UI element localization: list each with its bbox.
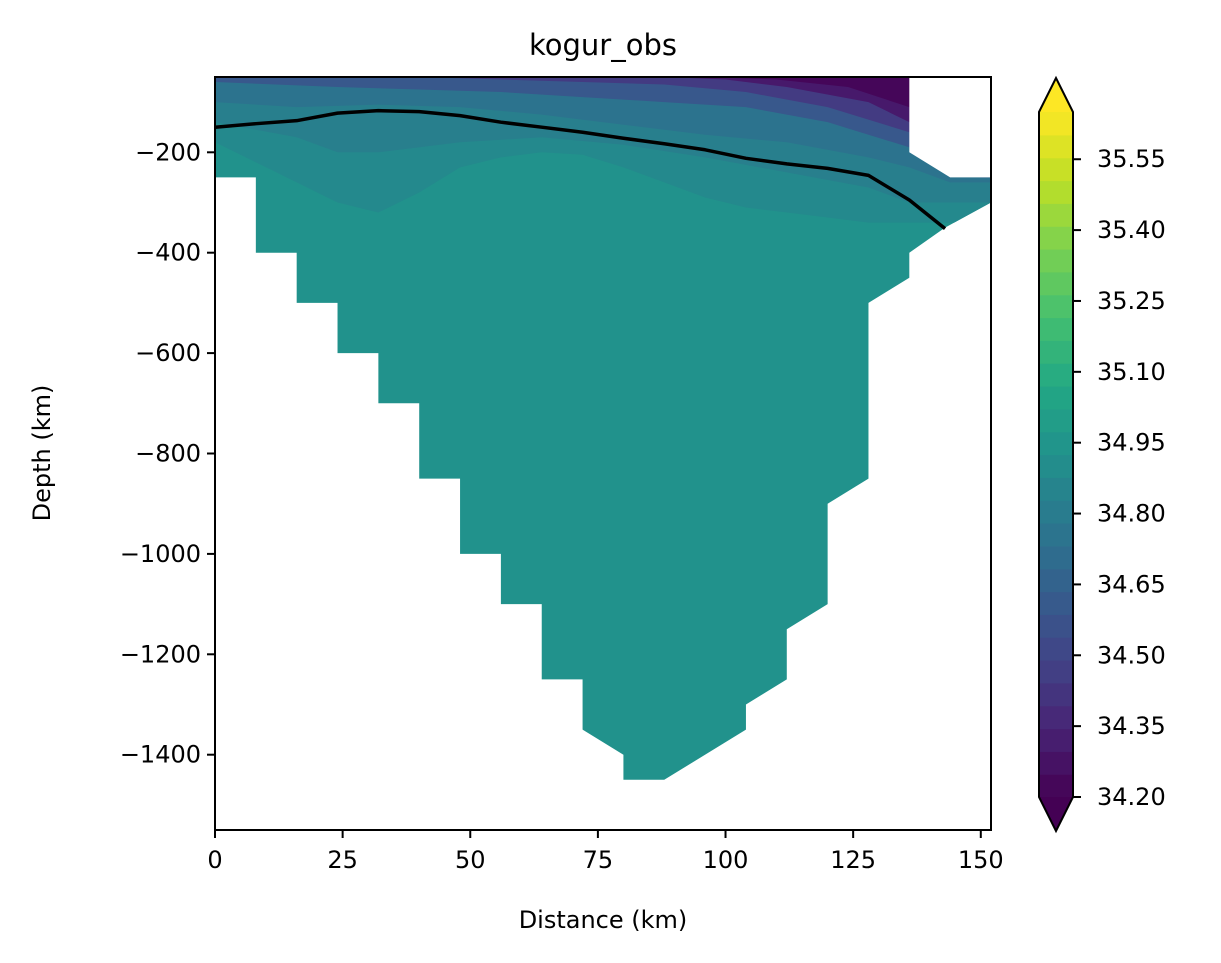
- x-tick-label: 75: [583, 846, 614, 874]
- colorbar-segment: [1039, 340, 1073, 364]
- x-tick-label: 150: [958, 846, 1004, 874]
- x-tick-label: 100: [703, 846, 749, 874]
- colorbar-segment: [1039, 317, 1073, 341]
- colorbar-tick-label: 34.80: [1097, 500, 1166, 528]
- x-tick-label: 125: [830, 846, 876, 874]
- colorbar-segment: [1039, 614, 1073, 638]
- colorbar-segment: [1039, 386, 1073, 410]
- x-tick-label: 0: [207, 846, 222, 874]
- colorbar-segment: [1039, 203, 1073, 227]
- x-axis-ticks: 0 25 50 75 100 125 150: [207, 830, 1004, 874]
- colorbar-segment: [1039, 591, 1073, 615]
- colorbar-segment: [1039, 774, 1073, 798]
- plot-area: [215, 77, 991, 780]
- y-axis-label: Depth (km): [28, 385, 56, 522]
- x-axis-label: Distance (km): [519, 906, 688, 934]
- y-axis-ticks: −200 −400 −600 −800 −1000 −1200 −1400: [120, 138, 215, 769]
- colorbar-tick-label: 34.95: [1097, 429, 1166, 457]
- colorbar-segment: [1039, 728, 1073, 752]
- y-tick-label: −400: [135, 239, 201, 267]
- colorbar-extend-min: [1039, 797, 1073, 831]
- colorbar-segment: [1039, 226, 1073, 250]
- y-tick-label: −1400: [120, 741, 201, 769]
- colorbar-segment: [1039, 408, 1073, 433]
- contour-line-layer: [215, 108, 947, 230]
- colorbar-tick-label: 35.40: [1097, 216, 1166, 244]
- colorbar-segment: [1039, 568, 1073, 593]
- colorbar-segment: [1039, 477, 1073, 501]
- y-tick-label: −1200: [120, 640, 201, 668]
- colorbar-segment: [1039, 751, 1073, 775]
- colorbar-segment: [1039, 112, 1073, 136]
- colorbar-segment: [1039, 523, 1073, 547]
- y-tick-label: −600: [135, 339, 201, 367]
- colorbar-tick-label: 35.25: [1097, 287, 1166, 315]
- y-tick-label: −800: [135, 440, 201, 468]
- x-tick-label: 50: [455, 846, 486, 874]
- colorbar-segment: [1039, 431, 1073, 456]
- colorbar-segment: [1039, 705, 1073, 730]
- colorbar-tick-label: 35.55: [1097, 145, 1166, 173]
- colorbar-segment: [1039, 454, 1073, 478]
- colorbar-segment: [1039, 157, 1073, 182]
- colorbar-segment: [1039, 180, 1073, 204]
- colorbar-tick-label: 34.65: [1097, 570, 1166, 598]
- colorbar-segment: [1039, 660, 1073, 684]
- chart-title: kogur_obs: [529, 28, 677, 62]
- colorbar: 34.20 34.35 34.50 34.65 34.80 34.95 35.10 35.25…: [1038, 75, 1166, 834]
- colorbar-segment: [1039, 545, 1073, 570]
- colorbar-tick-label: 35.10: [1097, 358, 1166, 386]
- salinity-section: [215, 77, 991, 780]
- colorbar-segment: [1039, 249, 1073, 273]
- colorbar-segment: [1039, 500, 1073, 524]
- no-data-region: [909, 77, 991, 178]
- y-tick-label: −1000: [120, 540, 201, 568]
- colorbar-segment: [1039, 134, 1073, 159]
- x-tick-label: 25: [327, 846, 358, 874]
- salinity-layer-5: [215, 77, 991, 178]
- colorbar-tick-label: 34.50: [1097, 641, 1166, 669]
- colorbar-segment: [1039, 637, 1073, 661]
- colorbar-segment: [1039, 363, 1073, 387]
- colorbar-segment: [1039, 682, 1073, 707]
- colorbar-extend-max: [1039, 78, 1073, 112]
- colorbar-segment: [1039, 294, 1073, 319]
- colorbar-segment: [1039, 271, 1073, 296]
- colorbar-tick-label: 34.35: [1097, 712, 1166, 740]
- colorbar-tick-label: 34.20: [1097, 783, 1166, 811]
- y-tick-label: −200: [135, 138, 201, 166]
- contour-line: [215, 108, 947, 230]
